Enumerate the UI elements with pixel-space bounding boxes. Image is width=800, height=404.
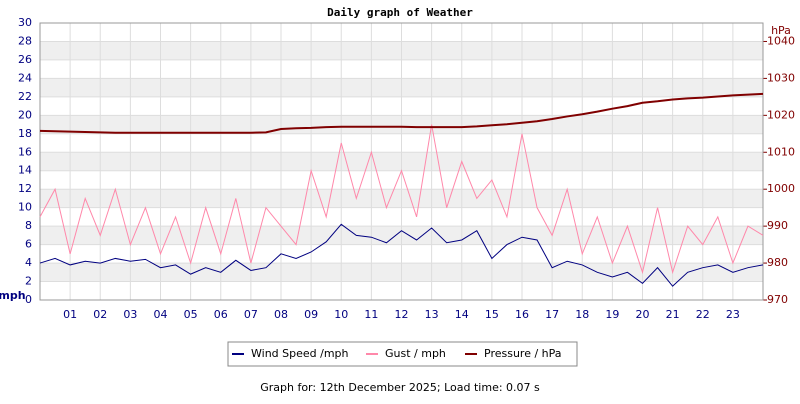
x-tick-label: 17: [545, 308, 559, 321]
y-tick-label: 18: [18, 127, 32, 140]
y-tick-label: 0: [25, 293, 32, 306]
x-tick-label: 22: [696, 308, 710, 321]
y-axis-label: mph: [0, 289, 26, 302]
y-tick-label: 24: [18, 71, 32, 84]
y-tick-label: 6: [25, 238, 32, 251]
x-tick-label: 02: [93, 308, 107, 321]
x-tick-label: 20: [636, 308, 650, 321]
series-line: [39, 223, 764, 287]
x-tick-label: 08: [274, 308, 288, 321]
y-tick-label: 30: [18, 16, 32, 29]
legend-box: [227, 341, 578, 367]
y2-axis-label: hPa: [771, 24, 791, 37]
y-tick-label: 28: [18, 34, 32, 47]
y-tick-label: 14: [18, 164, 32, 177]
x-tick-label: 18: [575, 308, 589, 321]
y2-tick-label: 990: [767, 219, 788, 232]
y2-tick-label: 980: [767, 256, 788, 269]
y-tick-label: 16: [18, 145, 32, 158]
legend-label: Pressure / hPa: [484, 347, 562, 360]
x-tick-label: 06: [214, 308, 228, 321]
x-tick-label: 21: [666, 308, 680, 321]
y-tick-label: 10: [18, 201, 32, 214]
y2-tick-label: 1010: [767, 145, 795, 158]
y2-tick-label: 1000: [767, 182, 795, 195]
x-tick-label: 19: [605, 308, 619, 321]
x-tick-label: 07: [244, 308, 258, 321]
y-tick-label: 4: [25, 256, 32, 269]
series-line: [39, 92, 764, 134]
y-tick-label: 20: [18, 108, 32, 121]
y2-tick-label: 1020: [767, 108, 795, 121]
y-tick-label: 2: [25, 275, 32, 288]
y-tick-label: 22: [18, 90, 32, 103]
x-tick-label: 12: [395, 308, 409, 321]
x-tick-label: 16: [515, 308, 529, 321]
x-tick-label: 10: [334, 308, 348, 321]
x-tick-label: 01: [63, 308, 77, 321]
chart-title: Daily graph of Weather: [327, 6, 473, 19]
x-tick-label: 13: [425, 308, 439, 321]
y2-tick-label: 970: [767, 293, 788, 306]
x-tick-label: 11: [364, 308, 378, 321]
plot-border: [39, 22, 764, 301]
x-tick-label: 03: [123, 308, 137, 321]
x-tick-label: 09: [304, 308, 318, 321]
x-tick-label: 23: [726, 308, 740, 321]
x-tick-label: 15: [485, 308, 499, 321]
series-line: [39, 124, 764, 275]
x-tick-label: 04: [154, 308, 168, 321]
legend-label: Wind Speed /mph: [251, 347, 349, 360]
y-tick-label: 12: [18, 182, 32, 195]
y2-tick-label: 1040: [767, 34, 795, 47]
x-tick-label: 05: [184, 308, 198, 321]
footer: Graph for: 12th December 2025; Load time…: [260, 381, 540, 394]
y-tick-label: 8: [25, 219, 32, 232]
legend-label: Gust / mph: [385, 347, 446, 360]
y-tick-label: 26: [18, 53, 32, 66]
y2-tick-label: 1030: [767, 71, 795, 84]
x-tick-label: 14: [455, 308, 469, 321]
